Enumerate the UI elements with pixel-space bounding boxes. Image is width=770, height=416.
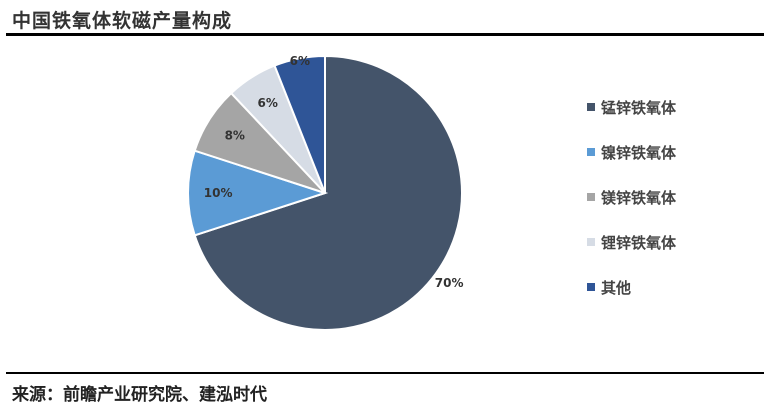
pie-slice-0: [193, 54, 463, 331]
data-label: 6%: [258, 96, 278, 110]
divider-top: [6, 33, 764, 36]
legend-label: 锂锌铁氧体: [601, 234, 677, 252]
legend-swatch: [587, 238, 595, 246]
data-label: 70%: [435, 276, 464, 290]
pie-slice-4: [273, 54, 326, 194]
data-label: 8%: [225, 129, 245, 143]
legend-label: 镍锌铁氧体: [601, 144, 677, 162]
legend-swatch: [587, 193, 595, 201]
legend-swatch: [587, 283, 595, 291]
chart-title: 中国铁氧体软磁产量构成: [12, 10, 233, 32]
pie-slice-1: [187, 149, 329, 237]
legend-label: 其他: [601, 279, 631, 297]
divider-bottom: [6, 372, 764, 374]
source-note: 来源：前瞻产业研究院、建泓时代: [12, 385, 267, 405]
legend-swatch: [587, 103, 595, 111]
data-label: 6%: [290, 54, 310, 68]
legend-label: 锰锌铁氧体: [601, 99, 677, 117]
data-label: 10%: [204, 186, 233, 200]
legend-label: 镁锌铁氧体: [601, 189, 677, 207]
legend-swatch: [587, 148, 595, 156]
